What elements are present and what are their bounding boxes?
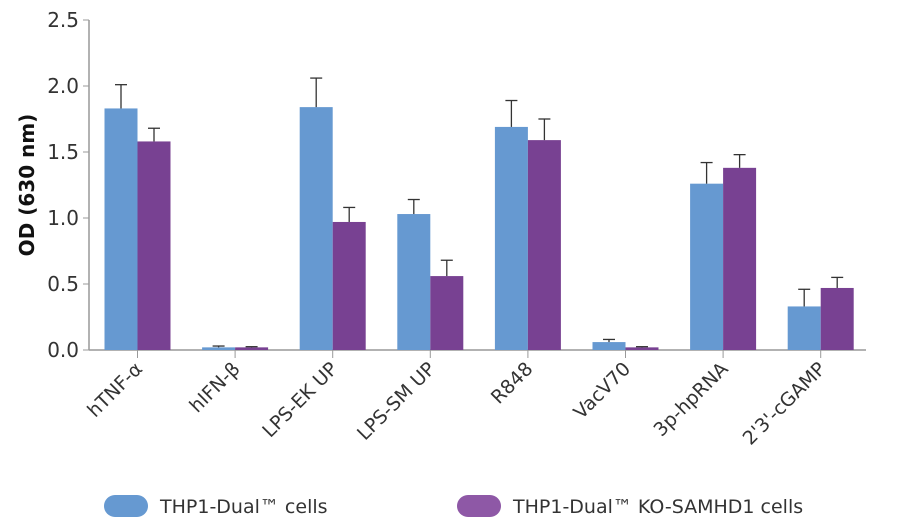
y-tick-label: 2.0 (47, 74, 79, 98)
bar-2 (235, 347, 269, 350)
y-tick-label: 2.5 (47, 8, 79, 32)
bar-1 (690, 183, 724, 350)
x-tick-label: hIFN-β (185, 358, 244, 417)
bar-1 (202, 347, 236, 350)
legend-label-series-2: THP1-Dual™ KO-SAMHD1 cells (512, 496, 803, 518)
bar-1 (494, 126, 528, 350)
y-tick-label: 0.5 (47, 272, 79, 296)
x-tick-label: 3p-hpRNA (650, 358, 733, 441)
bar-2 (820, 287, 854, 350)
bar-2 (527, 140, 561, 350)
bar-2 (625, 347, 659, 350)
legend: THP1-Dual™ cells THP1-Dual™ KO-SAMHD1 ce… (104, 495, 803, 518)
legend-label-series-1: THP1-Dual™ cells (159, 496, 328, 518)
bar-1 (397, 214, 431, 350)
bar-1 (104, 108, 138, 350)
bar-1 (787, 306, 821, 350)
x-tick-label: LPS-EK UP (258, 358, 342, 442)
y-axis-label: OD (630 nm) (15, 114, 39, 257)
legend-swatch-series-1 (104, 495, 148, 517)
y-tick-label: 1.5 (47, 140, 79, 164)
x-tick-label: LPS-SM UP (353, 358, 440, 445)
bar-2 (430, 276, 464, 350)
bar-2 (332, 221, 366, 350)
x-tick-label: R848 (487, 358, 538, 409)
bar-1 (299, 107, 333, 351)
bar-2 (723, 167, 757, 350)
y-tick-label: 1.0 (47, 206, 79, 230)
legend-swatch-series-2 (457, 495, 501, 517)
bar-1 (592, 342, 626, 350)
x-tick-label: VacV70 (569, 358, 635, 424)
y-tick-label: 0.0 (47, 338, 79, 362)
bar-2 (137, 141, 171, 350)
x-tick-label: 2'3'-cGAMP (739, 358, 831, 450)
x-tick-label: hTNF-α (83, 358, 147, 422)
